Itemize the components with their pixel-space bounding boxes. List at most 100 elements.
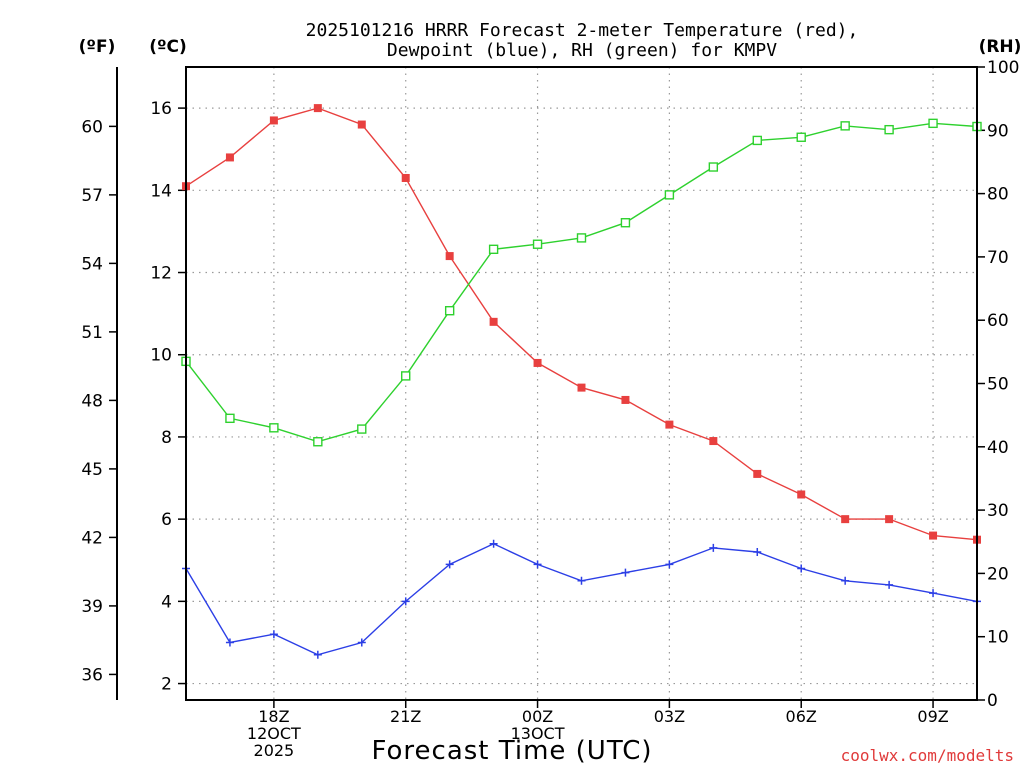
- fahrenheit-tick-label: 57: [81, 186, 103, 206]
- fahrenheit-tick-label: 45: [81, 460, 103, 480]
- data-point-dewpoint: [269, 630, 278, 639]
- fahrenheit-tick-label: 39: [81, 597, 103, 617]
- rh-tick-label: 80: [987, 185, 1009, 205]
- data-point-2-meter-temperature: [269, 116, 278, 125]
- fahrenheit-axis: 36 39 42 45 48 51 54 57 60: [81, 67, 118, 700]
- data-point-rh: [576, 233, 587, 243]
- grid-lines: [186, 67, 977, 700]
- data-point-dewpoint: [577, 576, 586, 585]
- data-point-rh: [225, 413, 235, 424]
- series-2-meter-temperature: [182, 104, 981, 544]
- x-tick-label: 09Z: [917, 707, 948, 726]
- data-point-dewpoint: [797, 564, 806, 573]
- data-point-rh: [313, 437, 323, 447]
- rh-tick-label: 50: [987, 375, 1009, 395]
- fahrenheit-tick-label: 60: [81, 117, 103, 137]
- data-point-rh: [401, 371, 411, 381]
- rh-tick-label: 40: [987, 438, 1009, 458]
- celsius-tick-label: 14: [150, 181, 172, 201]
- x-tick-label: 06Z: [786, 707, 817, 726]
- chart-title: 2025101216 HRRR Forecast 2-meter Tempera…: [306, 20, 859, 61]
- data-point-rh: [620, 218, 631, 228]
- data-point-2-meter-temperature: [621, 395, 630, 404]
- data-point-rh: [488, 244, 499, 255]
- credit-text: coolwx.com/modelts: [841, 746, 1014, 765]
- data-point-2-meter-temperature: [533, 358, 542, 367]
- chart-title-line-2: Dewpoint (blue), RH (green) for KMPV: [387, 40, 777, 61]
- data-point-2-meter-temperature: [709, 437, 718, 446]
- series-rh: [181, 118, 982, 447]
- data-point-2-meter-temperature: [797, 490, 806, 499]
- data-point-dewpoint: [709, 543, 718, 552]
- x-tick-label: 21Z: [390, 707, 421, 726]
- data-point-dewpoint: [489, 539, 498, 548]
- data-point-dewpoint: [313, 650, 322, 659]
- rh-tick-label: 20: [987, 564, 1009, 584]
- data-point-2-meter-temperature: [577, 383, 586, 392]
- data-point-dewpoint: [621, 568, 630, 577]
- x-tick-label: 00Z: [522, 707, 553, 726]
- series-line-2-meter-temperature: [185, 107, 978, 541]
- data-point-2-meter-temperature: [489, 317, 498, 326]
- data-point-rh: [928, 118, 938, 129]
- rh-tick-label: 90: [987, 121, 1009, 141]
- chart-title-line-1: 2025101216 HRRR Forecast 2-meter Tempera…: [306, 20, 859, 41]
- data-point-dewpoint: [885, 580, 894, 589]
- series-line-dewpoint: [185, 543, 978, 656]
- data-point-2-meter-temperature: [753, 469, 762, 478]
- data-point-dewpoint: [841, 576, 850, 585]
- celsius-tick-label: 12: [150, 264, 172, 284]
- series-dewpoint: [182, 539, 981, 659]
- data-point-rh: [752, 135, 762, 146]
- data-point-dewpoint: [225, 638, 234, 647]
- data-point-2-meter-temperature: [841, 515, 850, 524]
- celsius-unit-label: (ºC): [149, 37, 187, 57]
- data-point-2-meter-temperature: [225, 153, 234, 162]
- x-tick-label: 13OCT: [511, 724, 565, 743]
- data-point-rh: [884, 124, 894, 135]
- data-point-dewpoint: [533, 560, 542, 569]
- x-tick-label: 03Z: [654, 707, 685, 726]
- fahrenheit-tick-label: 48: [81, 391, 103, 411]
- celsius-tick-label: 2: [161, 675, 172, 695]
- x-tick-label: 18Z: [258, 707, 289, 726]
- rh-tick-label: 100: [987, 58, 1019, 78]
- rh-axis: 0 10 20 30 40 50 60 70 80 90 100: [977, 58, 1019, 711]
- celsius-axis: 2 4 6 8 10 12 14 16: [150, 99, 186, 695]
- x-tick-label: 12OCT: [247, 724, 301, 743]
- celsius-tick-label: 16: [150, 99, 172, 119]
- data-point-rh: [357, 424, 367, 434]
- rh-tick-label: 70: [987, 248, 1009, 268]
- data-point-dewpoint: [665, 560, 674, 569]
- data-point-rh: [269, 423, 279, 433]
- fahrenheit-tick-label: 42: [81, 528, 103, 548]
- data-point-2-meter-temperature: [401, 173, 410, 182]
- data-point-2-meter-temperature: [885, 515, 894, 524]
- celsius-tick-label: 10: [150, 346, 172, 366]
- rh-unit-label: (RH): [979, 37, 1022, 57]
- data-point-dewpoint: [401, 597, 410, 606]
- plot-frame: [185, 66, 978, 701]
- rh-tick-label: 0: [987, 691, 998, 711]
- data-point-rh: [444, 306, 455, 316]
- data-point-dewpoint: [357, 638, 366, 647]
- data-point-rh: [532, 239, 543, 249]
- data-point-2-meter-temperature: [929, 531, 938, 540]
- data-point-2-meter-temperature: [313, 104, 322, 113]
- celsius-tick-label: 4: [161, 592, 172, 612]
- rh-tick-label: 10: [987, 628, 1009, 648]
- data-point-dewpoint: [753, 548, 762, 557]
- data-point-rh: [840, 121, 850, 131]
- series-layer: [181, 104, 982, 659]
- data-point-dewpoint: [929, 589, 938, 598]
- fahrenheit-tick-label: 51: [81, 323, 103, 343]
- data-point-2-meter-temperature: [357, 120, 366, 129]
- x-axis-title: Forecast Time (UTC): [371, 736, 652, 766]
- series-line-rh: [185, 122, 978, 443]
- rh-tick-label: 30: [987, 501, 1009, 521]
- celsius-tick-label: 8: [161, 428, 172, 448]
- rh-tick-label: 60: [987, 311, 1009, 331]
- fahrenheit-unit-label: (ºF): [79, 37, 116, 57]
